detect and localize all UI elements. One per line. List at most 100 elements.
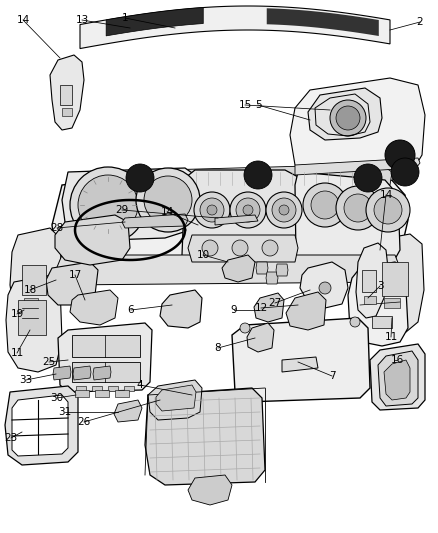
Text: 12: 12 — [254, 303, 268, 313]
Polygon shape — [286, 292, 326, 330]
Bar — [18, 300, 46, 335]
Polygon shape — [300, 262, 348, 308]
Bar — [62, 108, 72, 116]
Circle shape — [144, 176, 192, 224]
Circle shape — [232, 240, 248, 256]
Polygon shape — [12, 395, 68, 456]
Polygon shape — [384, 360, 410, 400]
Polygon shape — [76, 164, 392, 190]
Text: 9: 9 — [231, 305, 237, 315]
Circle shape — [240, 323, 250, 333]
Polygon shape — [160, 290, 202, 328]
Text: 25: 25 — [42, 357, 56, 367]
Circle shape — [236, 198, 260, 222]
Bar — [362, 270, 376, 292]
Bar — [60, 85, 72, 105]
Text: 29: 29 — [115, 205, 129, 215]
Polygon shape — [93, 366, 111, 380]
Circle shape — [374, 196, 402, 224]
Polygon shape — [276, 264, 288, 276]
Polygon shape — [256, 262, 268, 274]
Text: 11: 11 — [385, 332, 398, 342]
Text: 26: 26 — [78, 417, 91, 427]
Circle shape — [350, 317, 360, 327]
Polygon shape — [188, 475, 232, 505]
Polygon shape — [148, 380, 202, 420]
Polygon shape — [267, 9, 379, 36]
Bar — [72, 362, 140, 382]
Circle shape — [344, 194, 372, 222]
Text: 14: 14 — [160, 207, 173, 217]
Text: 30: 30 — [50, 393, 64, 403]
Circle shape — [385, 140, 415, 170]
Text: 10: 10 — [196, 250, 209, 260]
Polygon shape — [378, 351, 418, 406]
Polygon shape — [215, 215, 258, 225]
Bar — [72, 335, 140, 357]
Text: 5: 5 — [254, 100, 261, 110]
Text: 15: 15 — [238, 100, 251, 110]
Text: 13: 13 — [75, 15, 88, 25]
Bar — [384, 298, 400, 308]
Polygon shape — [266, 272, 278, 284]
Bar — [364, 296, 376, 304]
Polygon shape — [254, 293, 284, 322]
Polygon shape — [55, 255, 400, 285]
Text: 2: 2 — [417, 17, 423, 27]
Circle shape — [202, 240, 218, 256]
Circle shape — [336, 106, 360, 130]
Circle shape — [136, 168, 200, 232]
Bar — [115, 390, 129, 397]
Polygon shape — [247, 323, 274, 352]
Circle shape — [70, 167, 146, 243]
Polygon shape — [73, 366, 91, 380]
Bar — [124, 386, 134, 391]
Circle shape — [200, 198, 224, 222]
Circle shape — [391, 158, 419, 186]
Circle shape — [244, 161, 272, 189]
Text: 14: 14 — [16, 15, 30, 25]
Polygon shape — [58, 323, 152, 392]
Bar — [382, 262, 408, 296]
Polygon shape — [182, 170, 302, 272]
Circle shape — [311, 191, 339, 219]
Text: 23: 23 — [4, 433, 18, 443]
Polygon shape — [55, 215, 130, 265]
Circle shape — [194, 192, 230, 228]
Text: 31: 31 — [58, 407, 72, 417]
Bar — [24, 298, 38, 308]
Circle shape — [262, 240, 278, 256]
Text: 4: 4 — [137, 380, 143, 390]
Polygon shape — [80, 6, 390, 49]
Circle shape — [366, 188, 410, 232]
Text: 28: 28 — [50, 223, 64, 233]
Polygon shape — [10, 228, 62, 328]
Polygon shape — [188, 235, 298, 262]
Text: 16: 16 — [390, 355, 404, 365]
Bar — [95, 390, 109, 397]
Bar — [108, 386, 118, 391]
Circle shape — [78, 175, 138, 235]
Bar — [75, 390, 89, 397]
Polygon shape — [356, 243, 388, 318]
Circle shape — [230, 192, 266, 228]
Polygon shape — [374, 234, 424, 332]
Text: 14: 14 — [379, 190, 392, 200]
Polygon shape — [46, 262, 98, 305]
Text: 17: 17 — [68, 270, 81, 280]
Polygon shape — [222, 255, 255, 282]
Circle shape — [272, 198, 296, 222]
Polygon shape — [50, 55, 84, 130]
Polygon shape — [122, 214, 188, 228]
Circle shape — [319, 282, 331, 294]
Circle shape — [330, 100, 366, 136]
Polygon shape — [114, 400, 142, 422]
Polygon shape — [5, 386, 78, 465]
Bar — [22, 265, 46, 295]
Polygon shape — [370, 344, 425, 410]
Circle shape — [126, 164, 154, 192]
Polygon shape — [348, 262, 408, 346]
Circle shape — [243, 205, 253, 215]
Polygon shape — [106, 7, 203, 36]
Circle shape — [336, 186, 380, 230]
